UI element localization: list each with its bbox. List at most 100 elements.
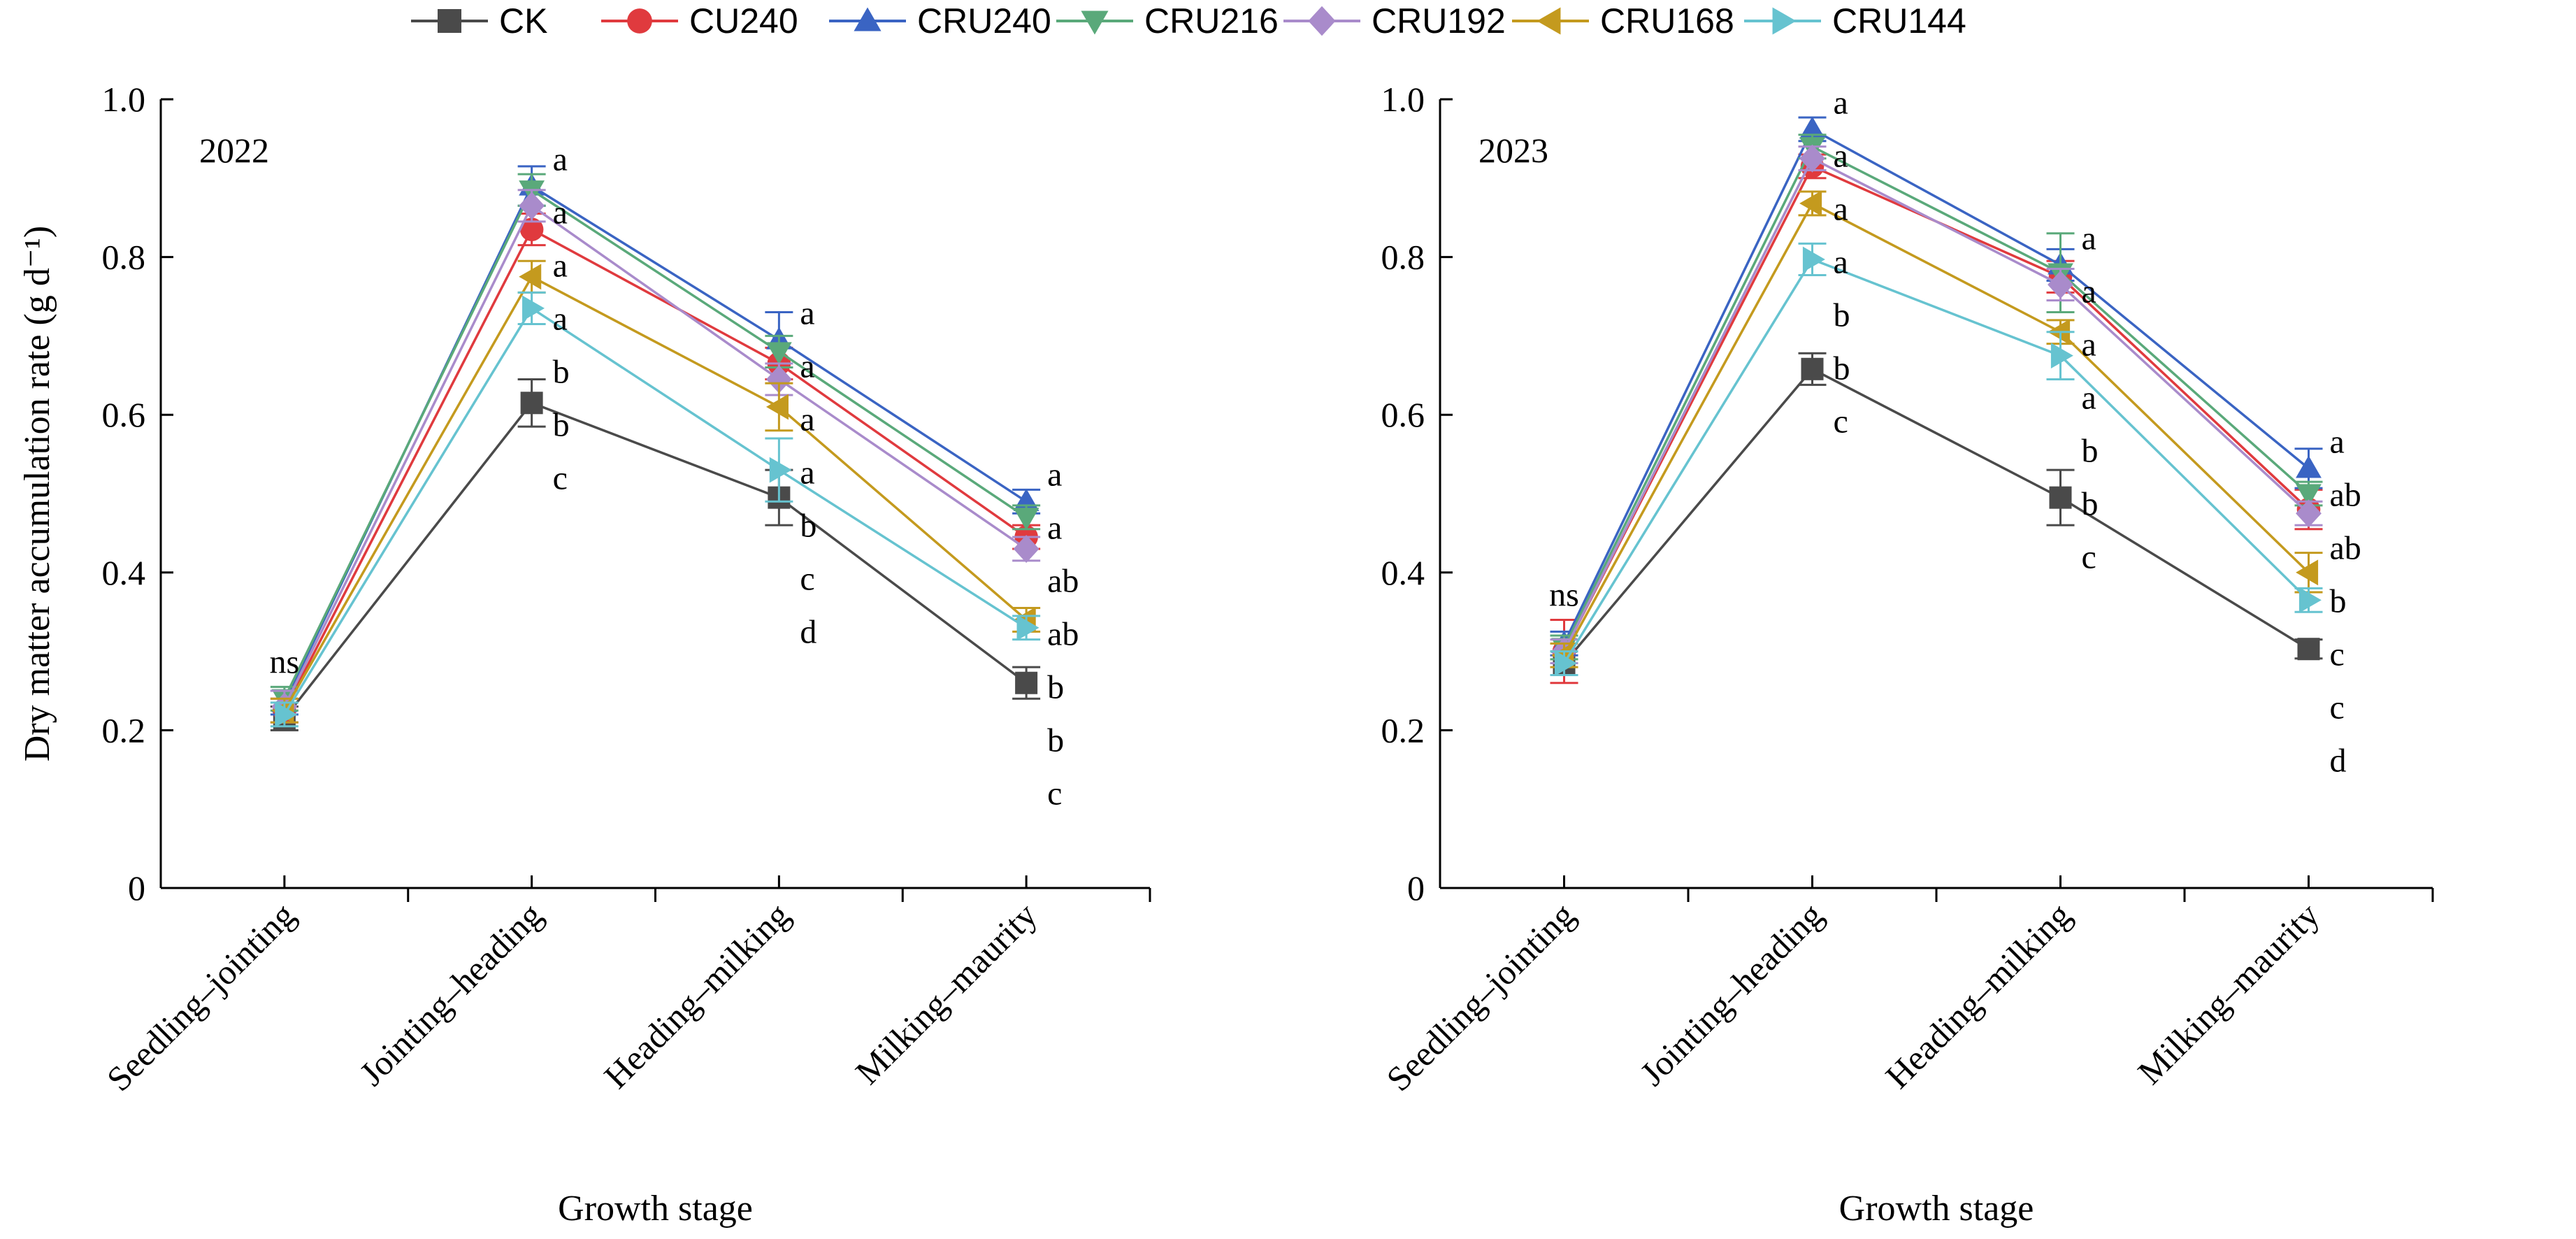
significance-label: ns <box>270 643 300 680</box>
series-line-cru216 <box>283 188 1028 700</box>
significance-label: c <box>553 460 568 497</box>
series-cru240 <box>1550 116 2323 657</box>
significance-label: a <box>1047 510 1062 547</box>
series-cru144 <box>270 291 1041 728</box>
significance-label: a <box>1834 84 1848 121</box>
significance-label: c <box>1834 403 1848 440</box>
significance-label: a <box>800 294 814 331</box>
significance-label: a <box>800 348 814 385</box>
data-point-cru144 <box>2298 587 2322 613</box>
panel-2022: 0 0.2 0.4 0.6 0.8 1.0 Seedling–jointing Jointin… <box>17 80 1151 1229</box>
legend-label-cru144: CRU144 <box>1832 1 1966 41</box>
significance-label: b <box>1047 669 1064 706</box>
legend-label-cru216: CRU216 <box>1144 1 1279 41</box>
series-line-cru168 <box>1562 201 2310 657</box>
series-line-cru144 <box>1563 257 2310 664</box>
significance-label: b <box>1834 350 1850 387</box>
x-axis-title: Growth stage <box>1839 1189 2034 1229</box>
significance-label: a <box>2082 379 2096 416</box>
legend-marker-cu240 <box>627 8 652 34</box>
legend-marker-cru216 <box>1081 10 1109 35</box>
significance-label: ab <box>1047 616 1079 653</box>
data-point-cru192 <box>765 365 792 394</box>
legend-label-cru168: CRU168 <box>1600 1 1734 41</box>
x-axis-title: Growth stage <box>558 1189 753 1229</box>
data-point-cru192 <box>2296 499 2322 528</box>
data-point-cru144 <box>275 701 298 728</box>
series-cru216 <box>270 173 1041 712</box>
data-point-ck <box>1015 671 1038 694</box>
data-point-cru144 <box>769 457 792 483</box>
y-tick-label: 0.4 <box>1381 553 1425 592</box>
data-point-ck <box>2049 486 2072 509</box>
significance-label: a <box>2082 220 2096 257</box>
significance-label: d <box>800 613 816 650</box>
data-point-cru144 <box>2050 343 2073 368</box>
series-line-cru240 <box>283 184 1028 703</box>
x-tick-label-seedling-jointing: Seedling–jointing <box>1379 895 1582 1098</box>
significance-label: d <box>2330 742 2347 779</box>
significance-label: c <box>2082 538 2096 575</box>
y-tick-label: 0.6 <box>1381 395 1425 434</box>
data-point-cru144 <box>1016 615 1039 641</box>
x-tick-label-seedling-jointing: Seedling–jointing <box>99 895 303 1098</box>
significance-label: c <box>2330 689 2345 726</box>
significance-label: a <box>800 454 814 491</box>
legend-marker-ck <box>438 9 461 33</box>
significance-label: a <box>1834 190 1848 227</box>
significance-label: b <box>1834 296 1850 334</box>
legend-marker-cru192 <box>1308 6 1336 36</box>
y-tick-label: 0.2 <box>102 710 146 750</box>
y-tick-label: 0.8 <box>102 238 146 277</box>
significance-label: a <box>1834 137 1848 174</box>
series-line-cru192 <box>283 203 1028 708</box>
legend-label-ck: CK <box>499 1 547 41</box>
data-point-cru192 <box>1799 144 1825 173</box>
significance-label: b <box>1047 722 1064 759</box>
legend-marker-cru240 <box>854 7 882 31</box>
data-point-cru216 <box>2296 484 2322 507</box>
x-tick-label-milking-maurity: Milking–maurity <box>2130 895 2326 1091</box>
significance-label: a <box>553 301 568 338</box>
data-point-cru192 <box>519 192 545 220</box>
legend-marker-cru168 <box>1537 7 1561 35</box>
data-point-cru240 <box>1799 116 1825 139</box>
significance-label: ns <box>1549 576 1579 613</box>
y-tick-label: 1.0 <box>102 80 146 119</box>
legend-marker-cru144 <box>1772 7 1797 35</box>
y-tick-label: 0.2 <box>1381 710 1425 750</box>
data-point-cru240 <box>2296 455 2322 478</box>
significance-label: b <box>2082 485 2099 522</box>
data-point-cru216 <box>1013 508 1039 531</box>
significance-label: a <box>1047 457 1062 494</box>
significance-label: a <box>553 248 568 285</box>
data-point-cru144 <box>522 295 545 322</box>
significance-label: ab <box>2330 476 2361 513</box>
series-line-cru168 <box>283 275 1028 712</box>
data-point-cru192 <box>2048 271 2073 299</box>
significance-label: b <box>2082 432 2099 469</box>
data-point-ck <box>1801 357 1824 380</box>
significance-label: a <box>1834 243 1848 280</box>
year-label: 2023 <box>1478 131 1548 170</box>
series-line-cu240 <box>283 227 1028 712</box>
significance-label: b <box>800 507 816 544</box>
x-tick-label-jointing-heading: Jointing–heading <box>352 895 549 1093</box>
panel-2023: 0 0.2 0.4 0.6 0.8 1.0 Seedling–jointing Jointin… <box>1379 80 2434 1229</box>
series-line-cru216 <box>1562 145 2310 648</box>
significance-label: b <box>553 354 570 391</box>
y-axis-title: Dry matter accumulation rate (g d⁻¹) <box>17 226 57 761</box>
year-label: 2022 <box>199 131 269 170</box>
series-line-ck <box>1563 367 2310 664</box>
series-cru240 <box>270 165 1041 716</box>
y-tick-label: 0.6 <box>102 395 146 434</box>
legend: CK CU240 CRU240 CRU216 CRU192 CRU168 CRU144 <box>411 1 1966 41</box>
significance-label: ab <box>2330 529 2361 566</box>
x-tick-label-heading-milking: Heading–milking <box>1878 895 2078 1096</box>
data-point-cru144 <box>1554 650 1577 676</box>
y-tick-label: 0 <box>128 868 145 908</box>
significance-label: a <box>800 401 814 438</box>
x-tick-label-milking-maurity: Milking–maurity <box>848 895 1044 1091</box>
data-point-cu240 <box>519 217 544 241</box>
